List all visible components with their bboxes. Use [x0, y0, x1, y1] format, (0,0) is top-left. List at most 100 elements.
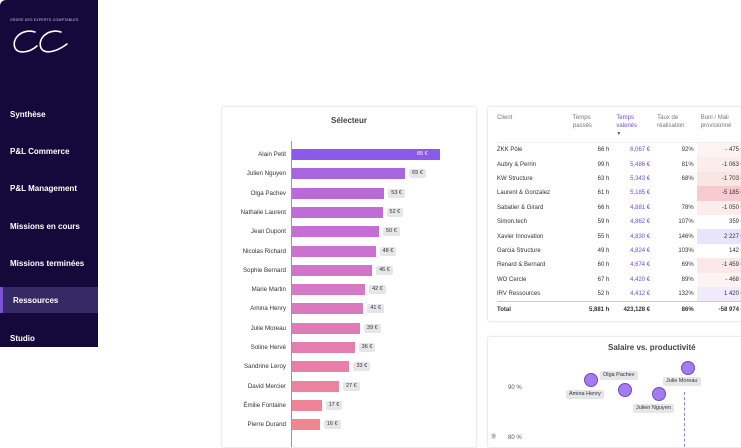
- table-cell: -5 185 €: [696, 186, 741, 201]
- table-cell: 2 227 €: [696, 229, 741, 244]
- table-row[interactable]: Xavier Innovation 55 h 4,830 € 146%2 227 €: [497, 229, 741, 244]
- nav-pl-management[interactable]: P&L Management: [10, 183, 77, 193]
- sort-icon: ▼: [616, 131, 622, 137]
- bar-label: Nathalie Laurent: [240, 208, 286, 216]
- table-cell: 63 h: [597, 175, 610, 182]
- nav-missions-en-cours[interactable]: Missions en cours: [10, 221, 80, 231]
- selector-title: Sélecteur: [330, 116, 368, 125]
- bar-label: Sandrine Leroy: [244, 363, 286, 371]
- bar[interactable]: [292, 206, 383, 218]
- bar[interactable]: [292, 419, 320, 431]
- table-cell: 6,067 €: [630, 147, 651, 154]
- bar[interactable]: [292, 361, 350, 373]
- table-cell: 92%: [681, 147, 694, 154]
- table-cell: -1 050 €: [696, 200, 741, 215]
- nav-studio[interactable]: Studio: [10, 333, 35, 343]
- bar-label: Soline Hervé: [250, 344, 286, 351]
- bar-value: 46 €: [376, 265, 393, 275]
- bar-value: 85 €: [417, 151, 428, 157]
- table-cell: 107%: [678, 219, 694, 226]
- client-table: Client Temps passés Temps valoriés ▼ Taux…: [497, 114, 741, 319]
- table-row[interactable]: Garcia Structure 49 h 4,824 € 103%142 €: [497, 243, 741, 259]
- table-row[interactable]: IRV Ressources 52 h 4,412 € 132%1 420 €: [497, 286, 741, 302]
- point-label: Amina Henry: [566, 390, 604, 399]
- table-cell: Total: [497, 301, 569, 319]
- table-cell: 55 h: [597, 233, 610, 240]
- bar-label: Nicolas Richard: [242, 247, 286, 255]
- table-cell: 81%: [681, 161, 694, 168]
- bar[interactable]: [292, 380, 339, 392]
- bar[interactable]: [292, 342, 355, 353]
- bar[interactable]: [292, 399, 322, 411]
- bar-value: 27 €: [343, 381, 360, 391]
- table-cell: WO Cercle: [497, 276, 527, 283]
- bar[interactable]: [292, 264, 373, 276]
- selector-axis: [291, 141, 292, 447]
- bar[interactable]: [292, 303, 364, 315]
- nav-pl-commerce[interactable]: P&L Commerce: [10, 146, 70, 156]
- nav-ressources[interactable]: Ressources: [0, 287, 98, 313]
- scatter-point[interactable]: [584, 373, 598, 387]
- col-temps-passes[interactable]: Temps passés: [568, 114, 613, 143]
- table-row[interactable]: Simon.tech 59 h 4,862 € 107%359 €: [497, 214, 741, 230]
- col-temps-valorises[interactable]: Temps valoriés ▼: [612, 114, 654, 143]
- scatter-point[interactable]: [652, 387, 666, 401]
- table-cell: 67 h: [597, 276, 610, 283]
- bar-value: 36 €: [358, 343, 376, 352]
- col-client[interactable]: Client: [497, 114, 569, 143]
- table-row[interactable]: WO Cercle 67 h 4,420 € 89%- 468 €: [497, 272, 741, 287]
- bar[interactable]: [292, 284, 366, 296]
- bar-value: 17 €: [325, 400, 343, 410]
- bar-label: Sophie Bernard: [243, 266, 286, 274]
- bar-value: 48 €: [379, 246, 397, 256]
- nav-synthese[interactable]: Synthèse: [10, 109, 46, 119]
- point-label: Julien Nguyen: [633, 404, 674, 413]
- bar-label: Alain Petit: [258, 151, 286, 158]
- bar-label: Julie Moreau: [250, 324, 286, 332]
- table-cell: Renard & Bernard: [497, 262, 546, 269]
- table-cell: ZKK Pôle: [497, 147, 523, 154]
- bar[interactable]: [292, 322, 360, 334]
- col-taux-realisation[interactable]: Taux de réalisation: [653, 114, 697, 143]
- y-tick-90: 90 %: [508, 385, 522, 391]
- bar[interactable]: [292, 245, 376, 257]
- table-cell: 4,824 €: [630, 247, 651, 254]
- table-row[interactable]: Laurent & Gonzalez 61 h 5,185 € -5 185 €: [497, 186, 741, 201]
- table-cell: 52 h: [597, 291, 610, 298]
- table-cell: 49 h: [597, 247, 610, 254]
- y-tick-80: 80 %: [508, 435, 522, 441]
- table-row[interactable]: Renard & Bernard 60 h 4,674 € 69%-1 459 €: [497, 258, 741, 273]
- nav-missions-terminees[interactable]: Missions terminées: [10, 258, 85, 268]
- y-axis-label: ité: [491, 433, 498, 439]
- table-cell: 5,881 h: [568, 301, 613, 319]
- table-cell: 61 h: [597, 190, 610, 197]
- scatter-point[interactable]: [618, 383, 632, 397]
- table-cell: 5,486 €: [630, 161, 651, 168]
- bar[interactable]: [292, 187, 385, 199]
- table-cell: 142 €: [696, 243, 741, 259]
- table-cell: 4,830 €: [630, 233, 651, 240]
- table-row[interactable]: Aubry & Perrin 99 h 5,486 € 81%-1 063 €: [497, 157, 741, 172]
- table-row[interactable]: KW Structure 63 h 5,343 € 68%-1 703 €: [497, 171, 741, 187]
- table-cell: 146%: [678, 233, 694, 240]
- table-cell: 359 €: [696, 214, 741, 230]
- scatter-point[interactable]: [681, 361, 695, 375]
- table-cell: 1 420 €: [696, 286, 741, 302]
- bar[interactable]: [292, 226, 380, 238]
- table-cell: - 475 €: [696, 142, 741, 158]
- table-cell: 5,185 €: [630, 190, 651, 197]
- table-cell: 132%: [678, 291, 694, 298]
- table-cell: 68%: [681, 175, 694, 182]
- table-row[interactable]: Sabatier & Girard 66 h 4,881 € 78%-1 050 €: [497, 200, 741, 215]
- col-boni-mali[interactable]: Boni / Mali provisionné: [696, 114, 741, 143]
- table-cell: Sabatier & Girard: [497, 204, 544, 211]
- bar[interactable]: [292, 149, 440, 160]
- bar[interactable]: [292, 168, 406, 180]
- table-row[interactable]: ZKK Pôle 66 h 6,067 € 92%- 475 €: [497, 142, 741, 158]
- table-cell: KW Structure: [497, 175, 533, 182]
- bar-label: David Mercier: [247, 382, 286, 390]
- table-cell: 423,128 €: [612, 301, 654, 319]
- table-cell: Simon.tech: [497, 219, 528, 226]
- table-cell: 59 h: [597, 219, 610, 226]
